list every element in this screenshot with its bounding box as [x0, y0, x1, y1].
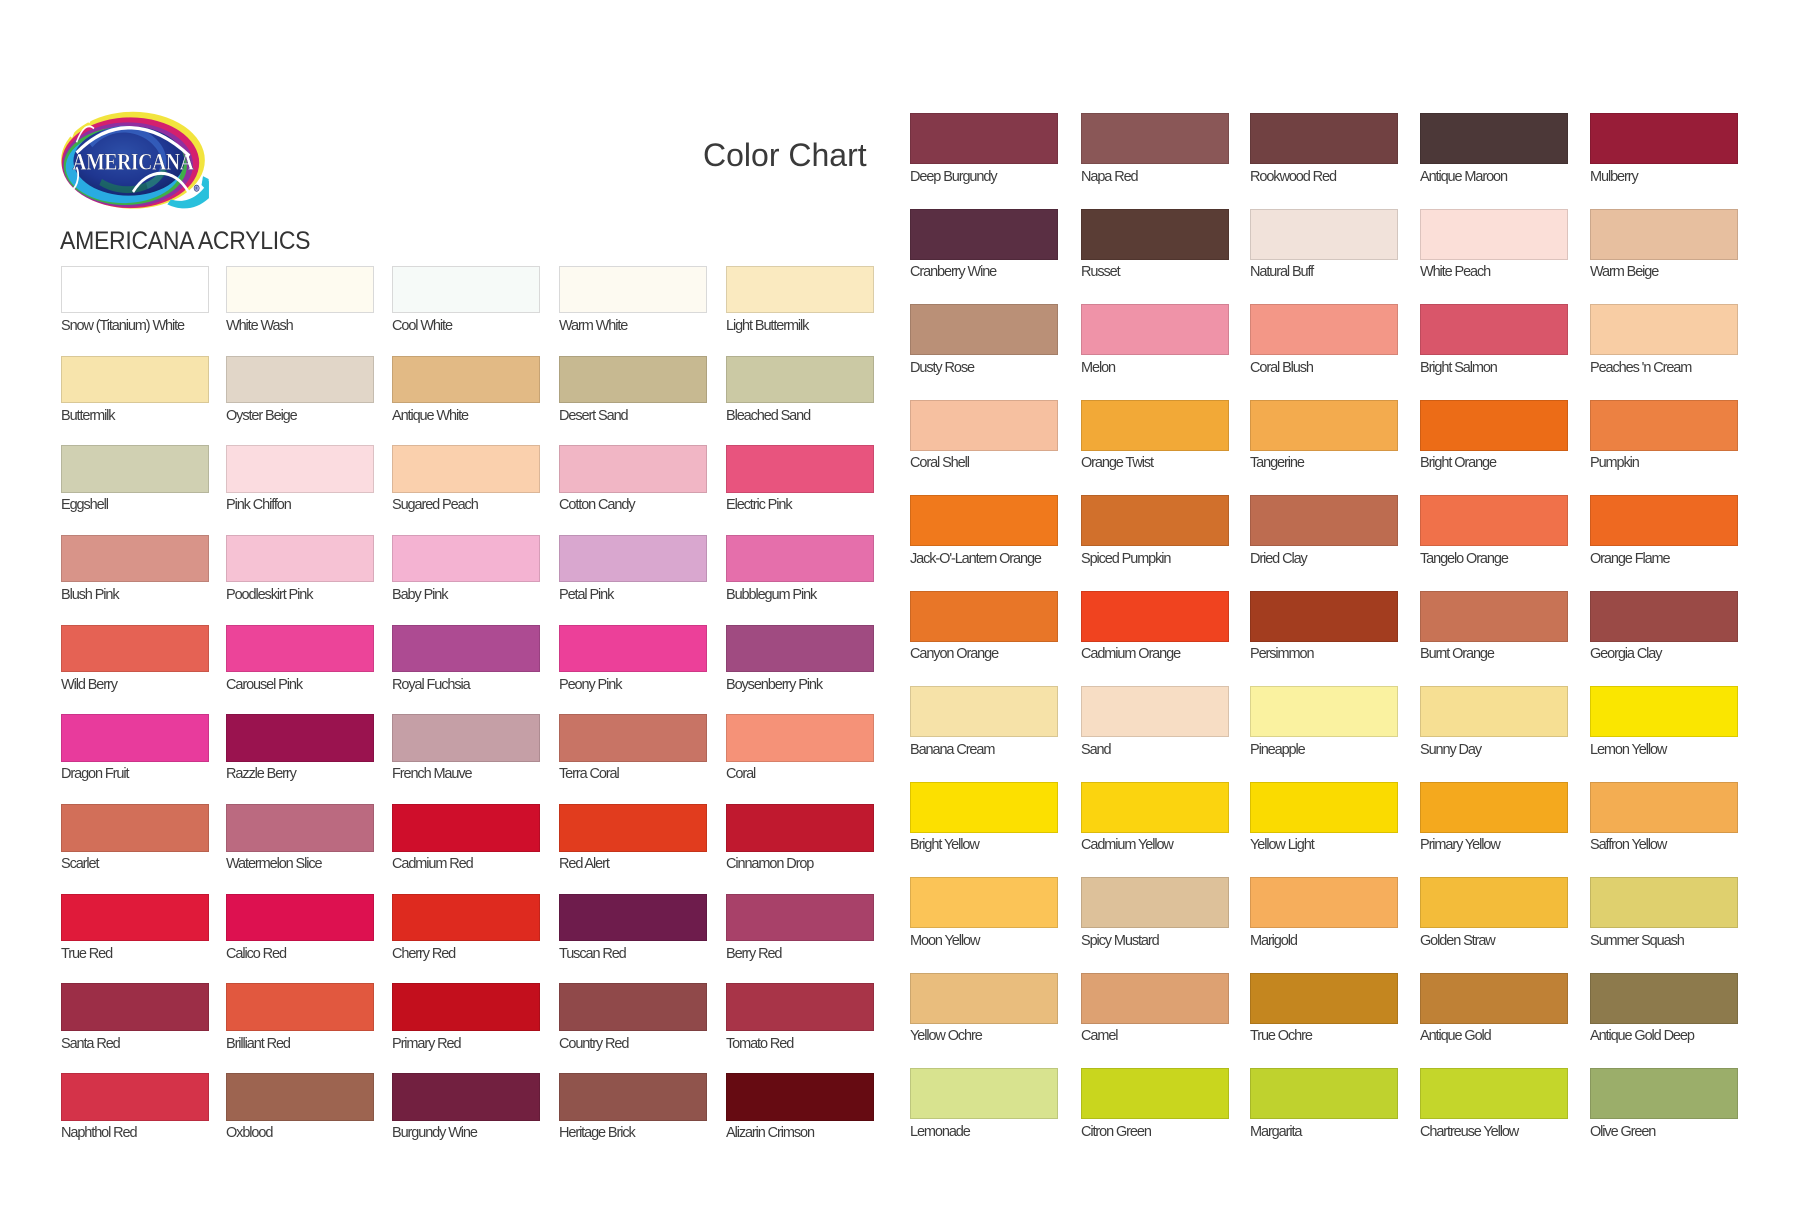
svg-text:®: ® [195, 186, 198, 191]
svg-text:AMERICANA: AMERICANA [72, 149, 194, 175]
